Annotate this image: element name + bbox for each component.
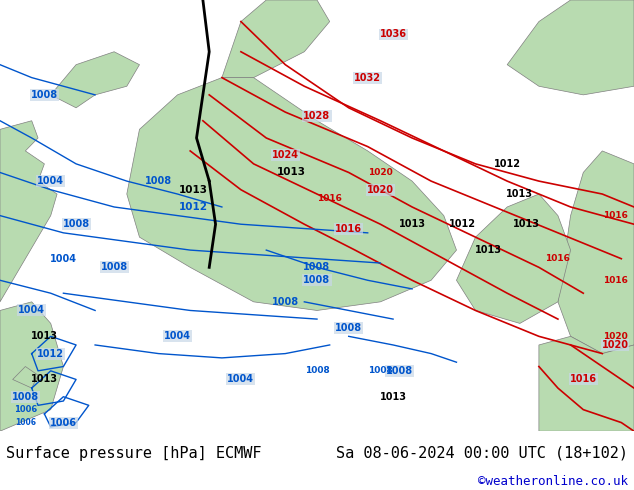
Text: 1012: 1012 [450,219,476,229]
Text: 1004: 1004 [228,374,254,385]
Text: 1013: 1013 [399,219,425,229]
Text: 1013: 1013 [513,219,540,229]
Text: Surface pressure [hPa] ECMWF: Surface pressure [hPa] ECMWF [6,446,262,461]
Text: 1012: 1012 [494,159,521,169]
Text: 1008: 1008 [63,219,89,229]
Text: 1013: 1013 [277,168,306,177]
Text: 1016: 1016 [317,194,342,203]
Text: 1016: 1016 [570,374,597,385]
Text: 1016: 1016 [602,211,628,220]
Text: 1012: 1012 [179,202,208,212]
Text: 1008: 1008 [272,297,299,307]
Text: 1020: 1020 [602,332,628,341]
Text: 1013: 1013 [380,392,406,402]
Text: 1016: 1016 [335,223,362,234]
Text: 1006: 1006 [50,417,77,428]
Text: 1016: 1016 [602,276,628,285]
Text: 1020: 1020 [602,340,628,350]
Text: 1013: 1013 [31,374,58,385]
Text: 1008: 1008 [335,323,362,333]
Text: 1006: 1006 [15,418,36,427]
Text: Sa 08-06-2024 00:00 UTC (18+102): Sa 08-06-2024 00:00 UTC (18+102) [335,446,628,461]
Text: 1008: 1008 [368,367,393,375]
Text: 1020: 1020 [367,185,394,195]
Text: 1008: 1008 [12,392,39,402]
Text: 1006: 1006 [14,405,37,414]
Text: 1004: 1004 [18,305,45,316]
Text: 1016: 1016 [545,254,571,263]
Text: 1028: 1028 [304,111,330,122]
Text: 1004: 1004 [50,254,77,264]
Text: 1008: 1008 [31,90,58,100]
Text: 1032: 1032 [354,73,381,83]
Text: 1013: 1013 [31,331,58,342]
Text: 1012: 1012 [37,348,64,359]
Text: 1013: 1013 [475,245,501,255]
Text: 1008: 1008 [304,262,330,272]
Text: 1013: 1013 [507,189,533,199]
Text: 1008: 1008 [304,275,330,285]
Text: 1008: 1008 [304,367,330,375]
Text: 1008: 1008 [386,366,413,376]
Text: 1004: 1004 [37,176,64,186]
Text: 1036: 1036 [380,29,406,40]
Text: 1020: 1020 [368,168,393,177]
Text: 1008: 1008 [145,176,172,186]
Text: ©weatheronline.co.uk: ©weatheronline.co.uk [477,475,628,488]
Text: 1013: 1013 [179,185,208,195]
Text: 1024: 1024 [272,150,299,160]
Text: 1004: 1004 [164,331,191,342]
Text: 1008: 1008 [101,262,127,272]
